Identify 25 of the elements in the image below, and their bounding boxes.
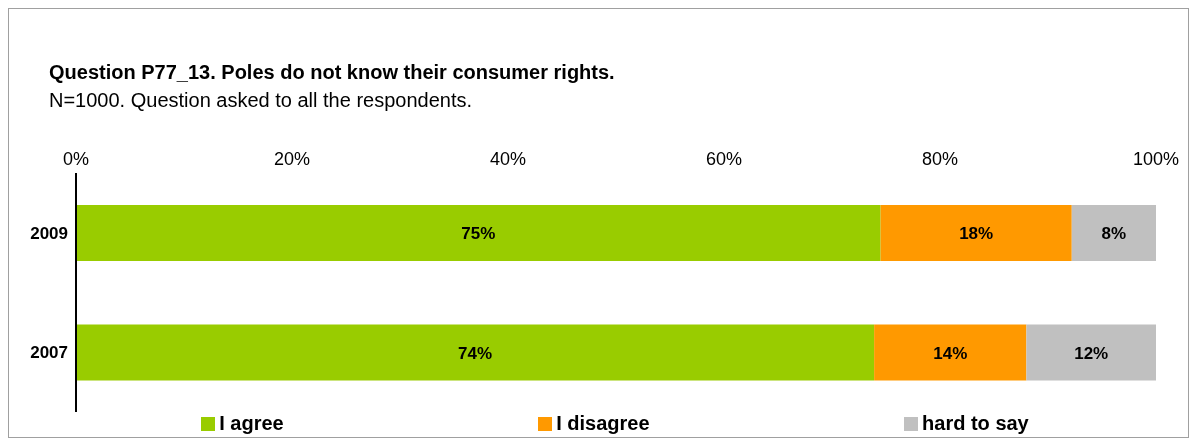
x-tick-label: 20% (273, 149, 311, 169)
x-tick-label: 100% (1132, 149, 1180, 169)
bar (76, 205, 881, 261)
chart-title: Question P77_13. Poles do not know their consumer rights. (49, 61, 615, 84)
bar (1071, 205, 1156, 261)
data-label: 12% (1074, 343, 1109, 363)
y-tick-label: 2007 (30, 343, 68, 363)
bar (874, 324, 1027, 381)
data-label: 74% (458, 343, 493, 363)
data-label: 18% (959, 224, 994, 243)
chart-subtitle: N=1000. Question asked to all the respondents. (49, 89, 473, 112)
data-label: 75% (461, 224, 496, 243)
y-tick-label: 2009 (30, 223, 68, 243)
legend-label: I agree (218, 412, 284, 435)
x-tick-label: 80% (921, 149, 959, 169)
data-label: 8% (1101, 224, 1127, 243)
bar (76, 324, 875, 381)
data-label: 14% (933, 343, 968, 363)
x-tick-label: 60% (705, 149, 743, 169)
bar (1026, 324, 1156, 381)
legend-label: I disagree (555, 412, 650, 435)
legend-label: hard to say (921, 412, 1029, 435)
x-tick-label: 40% (489, 149, 527, 169)
bar (880, 205, 1072, 261)
x-tick-label: 0% (62, 149, 90, 169)
